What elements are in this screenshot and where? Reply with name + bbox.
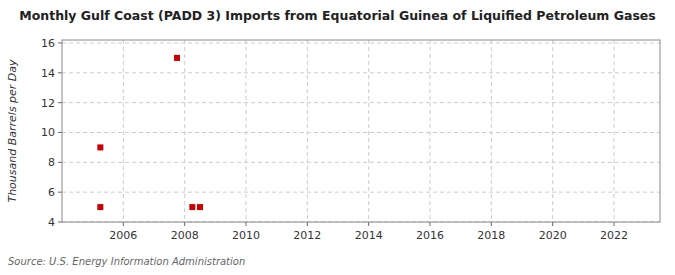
tick-mark (491, 222, 492, 226)
tick-mark (307, 222, 308, 226)
tick-mark (58, 192, 62, 193)
tick-label: 2018 (477, 229, 505, 242)
tick-label: 14 (41, 67, 55, 80)
grid-line (246, 40, 247, 222)
grid-line (62, 72, 660, 73)
tick-mark (58, 162, 62, 163)
tick-label: 2012 (293, 229, 321, 242)
tick-mark (246, 222, 247, 226)
tick-mark (184, 222, 185, 226)
grid-line (552, 40, 553, 222)
point (174, 55, 180, 61)
tick-label: 2016 (416, 229, 444, 242)
point (189, 204, 195, 210)
plot-frame (62, 40, 660, 222)
point (197, 204, 203, 210)
tick-mark (58, 222, 62, 223)
tick-label: 6 (48, 186, 55, 199)
tick-mark (123, 222, 124, 226)
tick-label: 2010 (232, 229, 260, 242)
tick-mark (430, 222, 431, 226)
tick-label: 2022 (600, 229, 628, 242)
grid-line (307, 40, 308, 222)
grid-line (184, 40, 185, 222)
tick-label: 4 (48, 216, 55, 229)
tick-label: 8 (48, 156, 55, 169)
tick-label: 10 (41, 126, 55, 139)
grid-line (62, 132, 660, 133)
grid-line (62, 162, 660, 163)
grid-line (62, 102, 660, 103)
grid-line (368, 40, 369, 222)
point (97, 144, 103, 150)
grid (62, 40, 660, 222)
grid-line (430, 40, 431, 222)
point (97, 204, 103, 210)
tick-label: 2006 (109, 229, 137, 242)
source: Source: U.S. Energy Information Administ… (8, 256, 245, 267)
plot-area (62, 40, 660, 222)
grid-line (62, 192, 660, 193)
chart: Monthly Gulf Coast (PADD 3) Imports from… (0, 0, 675, 275)
title: Monthly Gulf Coast (PADD 3) Imports from… (19, 8, 656, 23)
tick-label: 2014 (355, 229, 383, 242)
tick-mark (58, 42, 62, 43)
tick-mark (58, 132, 62, 133)
tick-label: 2008 (171, 229, 199, 242)
tick-label: 12 (41, 97, 55, 110)
tick-label: 16 (41, 37, 55, 50)
tick-label: 2020 (539, 229, 567, 242)
tick-mark (552, 222, 553, 226)
tick-mark (58, 72, 62, 73)
grid-line (614, 40, 615, 222)
grid-line (62, 42, 660, 43)
y-axis-label: Thousand Barrels per Day (6, 59, 19, 203)
grid-line (123, 40, 124, 222)
tick-mark (58, 102, 62, 103)
points (97, 55, 203, 210)
tick-mark (368, 222, 369, 226)
grid-line (491, 40, 492, 222)
tick-mark (614, 222, 615, 226)
